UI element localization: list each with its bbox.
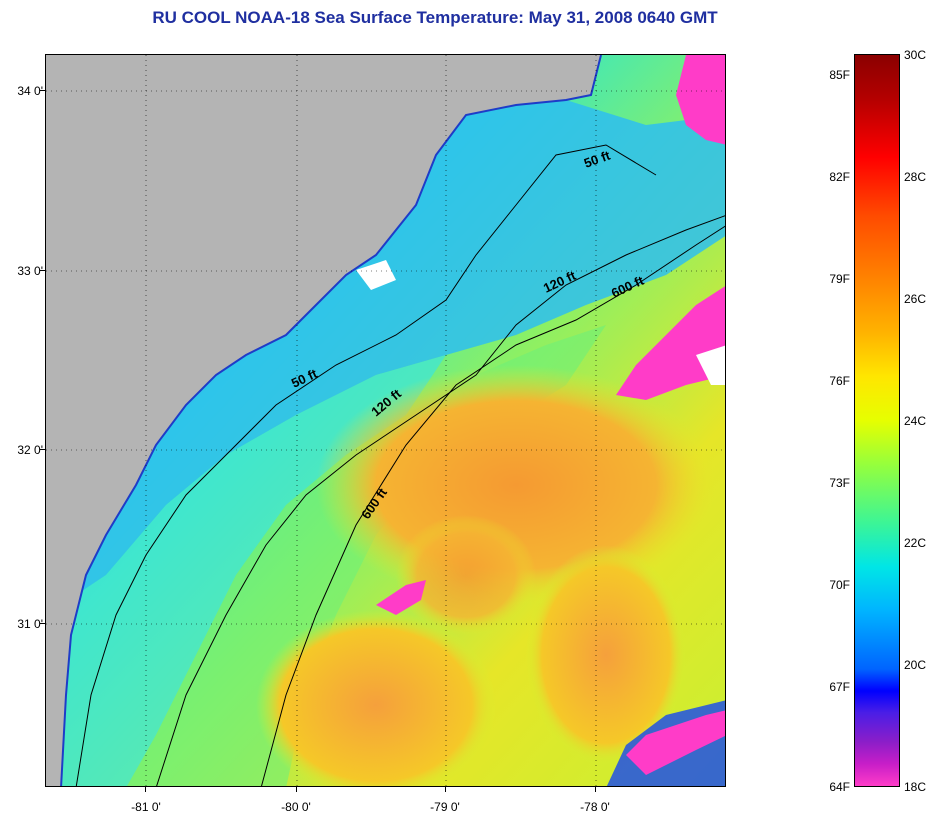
colorbar-fahrenheit-label: 82F — [829, 170, 850, 184]
lat-tick — [40, 449, 45, 450]
longitude-label: -81 0' — [131, 800, 161, 814]
colorbar-fahrenheit-label: 76F — [829, 374, 850, 388]
longitude-label: -78 0' — [580, 800, 610, 814]
colorbar-fahrenheit-label: 85F — [829, 68, 850, 82]
colorbar-fahrenheit-label: 64F — [829, 780, 850, 794]
contour-600ft — [261, 225, 725, 786]
contour-50ft — [75, 144, 657, 786]
latitude-label: 31 0' — [17, 617, 43, 631]
sst-map-canvas: 50 ft 120 ft 600 ft 50 ft 120 ft 600 ft — [46, 55, 725, 786]
warm-water-east — [526, 545, 686, 765]
lat-tick — [40, 270, 45, 271]
warm-water-center — [396, 515, 536, 635]
colorbar-fahrenheit-label: 73F — [829, 476, 850, 490]
colorbar-fahrenheit-label: 70F — [829, 578, 850, 592]
sst-map: 50 ft 120 ft 600 ft 50 ft 120 ft 600 ft — [45, 54, 726, 787]
longitude-label: -79 0' — [430, 800, 460, 814]
colorbar-celsius-label: 26C — [904, 292, 927, 306]
warm-water-south — [256, 610, 496, 786]
contour-120ft — [156, 215, 725, 786]
temperature-colorbar — [854, 54, 900, 787]
colorbar-celsius-label: 28C — [904, 170, 927, 184]
cloud-patch-northeast — [676, 55, 725, 145]
lon-tick — [296, 787, 297, 792]
map-title: RU COOL NOAA-18 Sea Surface Temperature:… — [152, 8, 718, 27]
colorbar-celsius-label: 30C — [904, 48, 927, 62]
lat-tick — [40, 90, 45, 91]
cloud-patch-east — [616, 286, 725, 400]
white-cloud-coast — [356, 260, 396, 290]
colorbar-celsius-label: 24C — [904, 414, 927, 428]
lon-tick — [445, 787, 446, 792]
lat-tick — [40, 623, 45, 624]
lon-tick — [145, 787, 146, 792]
cloud-patch-central — [376, 580, 426, 615]
colorbar-fahrenheit-label: 67F — [829, 680, 850, 694]
colorbar-celsius-label: 22C — [904, 536, 927, 550]
longitude-label: -80 0' — [281, 800, 311, 814]
midshelf-green-band — [127, 325, 606, 786]
lon-tick — [595, 787, 596, 792]
land-mass — [46, 55, 601, 786]
colorbar-celsius-label: 18C — [904, 780, 927, 794]
colorbar-fahrenheit-label: 79F — [829, 272, 850, 286]
nearshore-cyan-band — [46, 355, 446, 786]
white-cloud-east — [696, 345, 725, 385]
latitude-label: 33 0' — [17, 264, 43, 278]
coastline — [60, 55, 602, 786]
cloud-patch-southeast — [626, 710, 725, 775]
colorbar-celsius-label: 20C — [904, 658, 927, 672]
latitude-label: 34 0' — [17, 84, 43, 98]
latitude-label: 32 0' — [17, 443, 43, 457]
